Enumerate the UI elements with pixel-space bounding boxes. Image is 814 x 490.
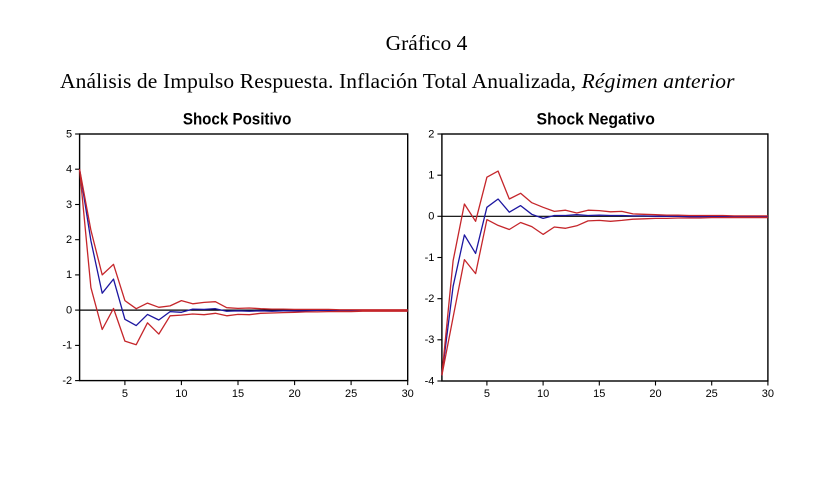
svg-text:-2: -2 [425,293,435,305]
svg-text:Gráfico 4: Gráfico 4 [386,31,468,55]
svg-text:-3: -3 [425,334,435,346]
svg-text:4: 4 [66,164,72,176]
svg-text:5: 5 [66,128,72,140]
svg-text:-2: -2 [62,375,72,387]
svg-text:3: 3 [66,199,72,211]
svg-text:-1: -1 [425,252,435,264]
svg-text:Análisis de Impulso Respuesta.: Análisis de Impulso Respuesta. Inflación… [60,69,735,93]
svg-text:10: 10 [175,388,187,400]
svg-text:0: 0 [66,304,72,316]
svg-text:2: 2 [428,128,434,140]
svg-text:10: 10 [537,388,549,400]
svg-text:Shock Negativo: Shock Negativo [537,109,655,128]
svg-text:5: 5 [122,388,128,400]
svg-text:-1: -1 [62,340,72,352]
svg-text:30: 30 [402,388,414,400]
svg-text:20: 20 [288,388,300,400]
svg-text:25: 25 [706,388,718,400]
svg-text:2: 2 [66,234,72,246]
svg-text:15: 15 [593,388,605,400]
svg-text:25: 25 [345,388,357,400]
svg-text:30: 30 [762,388,774,400]
svg-text:1: 1 [66,269,72,281]
svg-text:Shock Positivo: Shock Positivo [183,109,292,128]
svg-text:-4: -4 [425,375,435,387]
svg-text:15: 15 [232,388,244,400]
svg-text:0: 0 [428,211,434,223]
svg-text:20: 20 [649,388,661,400]
svg-text:5: 5 [484,388,490,400]
svg-text:1: 1 [428,170,434,182]
